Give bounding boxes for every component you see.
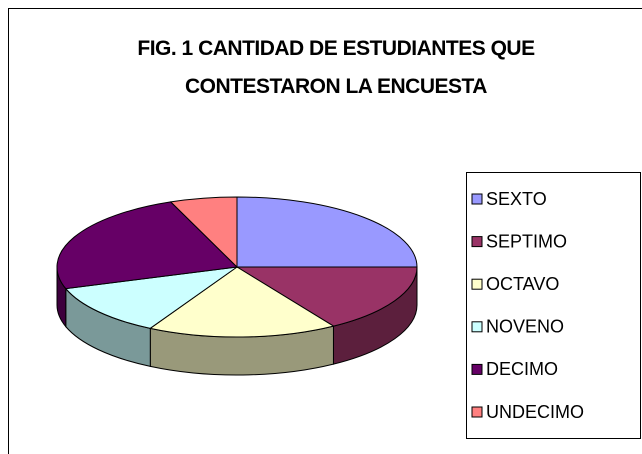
pie-slice — [149, 266, 335, 338]
legend-box — [466, 172, 641, 439]
legend-swatch — [471, 236, 483, 248]
legend-label: UNDECIMO — [486, 402, 584, 422]
pie-slice — [236, 196, 418, 268]
legend-label: NOVENO — [486, 317, 564, 337]
legend-swatch — [471, 321, 483, 333]
pie-slice — [64, 266, 238, 329]
legend-label: DECIMO — [486, 359, 558, 379]
pie-slice — [56, 201, 239, 290]
legend-swatch — [471, 278, 483, 290]
legend-swatch — [471, 193, 483, 205]
legend-label: OCTAVO — [486, 274, 559, 294]
pie-slice — [169, 196, 238, 269]
pie-slice — [235, 266, 418, 327]
legend-label: SEXTO — [486, 189, 547, 209]
chart-border — [8, 8, 642, 454]
legend-swatch — [471, 363, 483, 375]
legend-label: SEPTIMO — [486, 231, 567, 251]
legend-swatch — [471, 406, 483, 418]
chart-title: FIG. 1 CANTIDAD DE ESTUDIANTES QUE CONTE… — [137, 37, 535, 98]
